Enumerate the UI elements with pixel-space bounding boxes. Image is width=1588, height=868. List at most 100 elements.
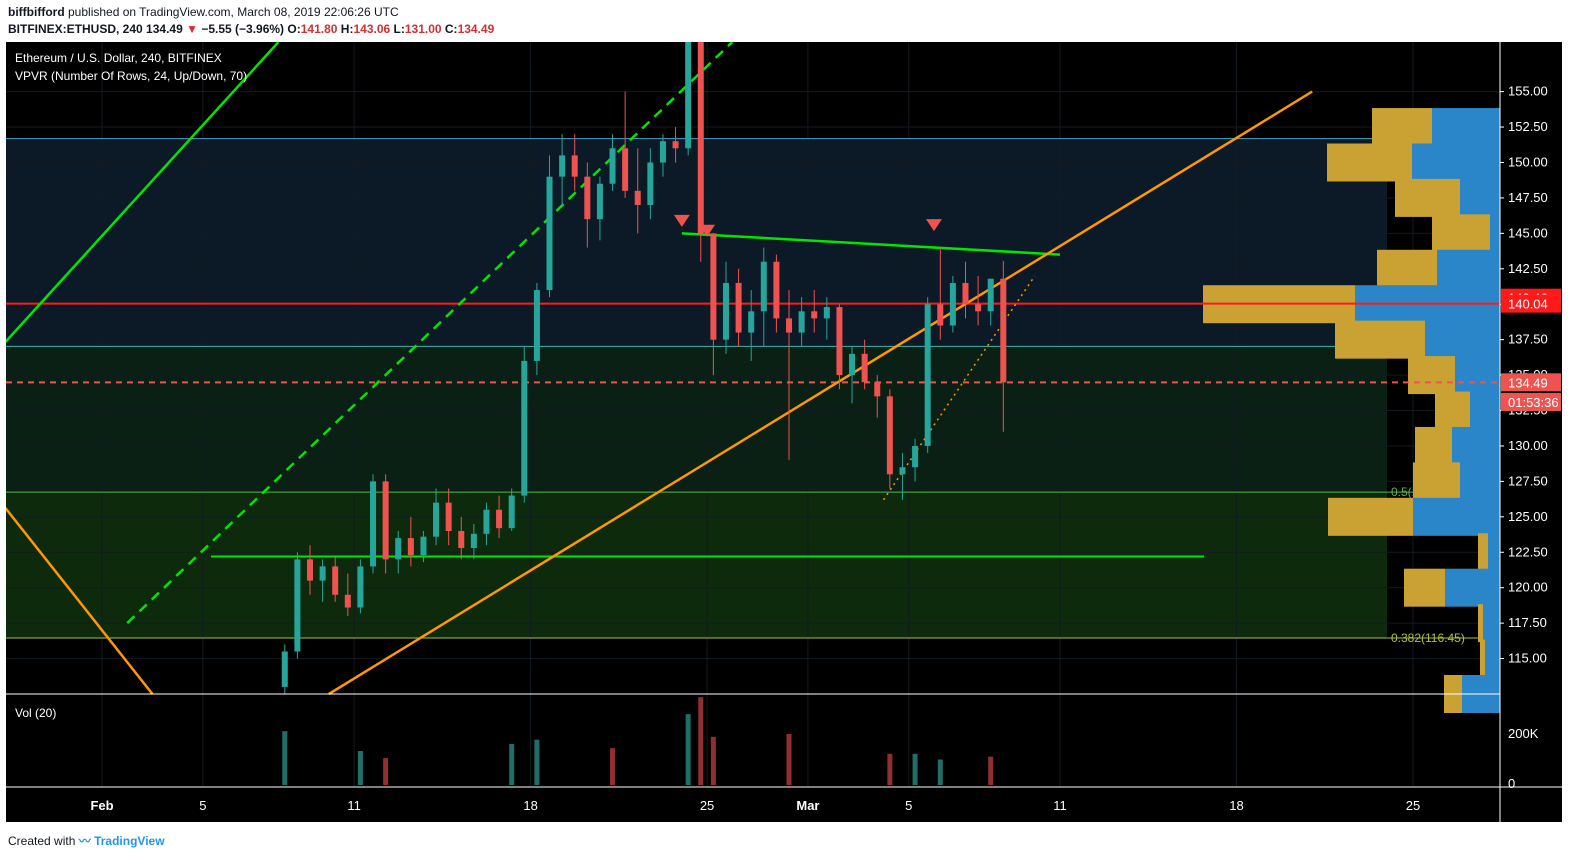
candle-body: [886, 396, 893, 475]
price-tick-label: 145.00: [1508, 225, 1548, 240]
price-chart[interactable]: 0.786(151.68)0.618(137.03)0.5(126.74)0.3…: [6, 42, 1562, 822]
price-axis-background: [1500, 42, 1562, 822]
volume-profile-down-bar: [1435, 391, 1470, 430]
candle-body: [773, 261, 780, 319]
arrow-down-marker-icon: [673, 214, 690, 227]
candle-body: [735, 282, 742, 333]
volume-bar: [698, 697, 704, 785]
close-value: 134.49: [457, 22, 495, 36]
volume-profile-up-bar: [1413, 497, 1500, 536]
tradingview-logo-icon[interactable]: 〰: [78, 834, 91, 848]
volume-profile-down-bar: [1478, 604, 1483, 643]
volume-bar: [887, 753, 893, 785]
volume-profile-down-bar: [1404, 568, 1445, 607]
low-value: 131.00: [404, 22, 442, 36]
volume-profile-down-bar: [1328, 497, 1413, 536]
candle-body: [382, 481, 389, 560]
candle-body: [294, 559, 301, 652]
candle-body: [306, 559, 313, 581]
volume-profile-up-bar: [1490, 214, 1500, 253]
candle-body: [584, 176, 591, 220]
candle-body: [395, 538, 402, 560]
candle-body: [344, 594, 351, 608]
trend-lines[interactable]: [6, 42, 1313, 696]
candle-body: [496, 509, 503, 529]
candle-body: [407, 538, 414, 556]
candle-body: [987, 278, 994, 312]
candle-body: [533, 290, 540, 361]
fib-zone-mid: [6, 346, 1387, 493]
volume-bar: [912, 753, 918, 785]
fib-zone-top: [6, 138, 1387, 347]
volume-pane: [6, 693, 1562, 785]
volume-bar: [383, 758, 389, 785]
arrow-down-marker-icon: [925, 219, 942, 232]
candle-body: [659, 141, 666, 163]
volume-profile-up-bar: [1483, 604, 1500, 643]
fib-zone-low: [6, 492, 1387, 639]
candle-body: [508, 495, 515, 529]
trend-line: [6, 506, 154, 695]
time-tick-label: 18: [523, 798, 537, 813]
price-tick-label: 150.00: [1508, 154, 1548, 169]
candle-body: [786, 318, 793, 333]
candle-body: [483, 509, 490, 534]
candle-body: [319, 566, 326, 581]
volume-profile-up-bar: [1488, 533, 1500, 572]
candle-body: [609, 148, 616, 184]
volume-bar: [534, 739, 540, 785]
volume-profile-up-bar: [1455, 356, 1500, 395]
candle-body: [937, 304, 944, 326]
candle-body: [924, 304, 931, 446]
published-text: published on TradingView.com, March 08, …: [68, 5, 399, 19]
volume-bar: [357, 751, 363, 785]
candle-body: [899, 467, 906, 475]
volume-bar: [685, 714, 691, 785]
volume-profile-up-bar: [1425, 320, 1500, 359]
price-tick-label: 152.50: [1508, 119, 1548, 134]
author-name[interactable]: biffbifford: [8, 5, 65, 19]
candle-body: [949, 282, 956, 326]
volume-profile-up-bar: [1460, 462, 1500, 501]
volume-profile-up-bar: [1460, 178, 1500, 217]
candle-body: [823, 307, 830, 319]
volume-profile-up-bar: [1452, 426, 1500, 465]
indicator-label: VPVR (Number Of Rows, 24, Up/Down, 70): [15, 69, 247, 83]
time-tick-label: 11: [1053, 798, 1067, 813]
price-badge-label: 140.04: [1508, 297, 1548, 312]
price-tick-label: 115.00: [1508, 651, 1547, 666]
high-value: 143.06: [353, 22, 391, 36]
volume-tick-label: 200K: [1508, 726, 1539, 741]
volume-bar: [786, 734, 792, 785]
high-label: H:: [340, 22, 354, 36]
candle-body: [962, 282, 969, 305]
last-price: 134.49: [146, 22, 183, 36]
candle-body: [559, 155, 566, 177]
change-down-arrow-icon: ▼: [186, 22, 198, 36]
volume-profile-up-bar: [1432, 108, 1500, 147]
candle-body: [861, 353, 868, 383]
candle-body: [874, 382, 881, 397]
symbol-label: BITFINEX:ETHUSD, 240: [8, 22, 143, 36]
chart-header: biffbifford published on TradingView.com…: [0, 0, 1588, 42]
candle-body: [521, 360, 528, 496]
markers: [673, 214, 942, 237]
volume-bar: [282, 731, 288, 785]
change-value: −5.55 (−3.96%): [201, 22, 285, 36]
candle-body: [912, 445, 919, 468]
volume-bar: [610, 748, 616, 785]
price-tick-label: 137.50: [1508, 332, 1548, 347]
candle-body: [445, 502, 452, 531]
time-tick-label: 11: [347, 798, 361, 813]
candle-body: [596, 183, 603, 220]
tradingview-link[interactable]: TradingView: [94, 834, 165, 848]
candle-body: [433, 502, 440, 537]
time-tick-label: 25: [700, 798, 714, 813]
candle-body: [634, 190, 641, 205]
volume-profile-down-bar: [1480, 639, 1485, 678]
volume-label: Vol (20): [15, 706, 56, 720]
low-label: L:: [393, 22, 405, 36]
candle-body: [332, 566, 339, 595]
volume-profile-down-bar: [1478, 533, 1488, 572]
time-tick-label: 5: [905, 798, 912, 813]
